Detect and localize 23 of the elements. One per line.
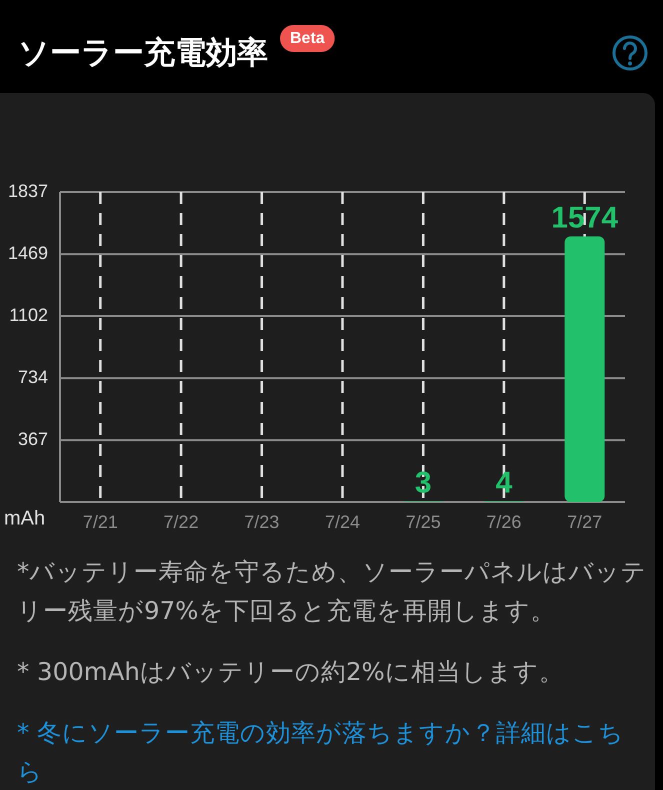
y-tick-label: 1837 bbox=[8, 180, 48, 201]
text: * 冬にソーラー充電の効率が落ちますか？詳細はこちら bbox=[17, 717, 626, 788]
x-tick-label: 7/25 bbox=[406, 512, 441, 532]
y-tick-label: 1102 bbox=[9, 304, 48, 325]
y-axis-title: mAh bbox=[4, 507, 46, 530]
y-tick-label: 734 bbox=[18, 366, 48, 387]
chart-subtitle: Beta bbox=[290, 30, 325, 48]
text: *バッテリー寿命を守るため、ソーラーパネルはバッテリー残量が97%を下回ると充電を再開します。 bbox=[17, 556, 647, 627]
y-tick-label: 367 bbox=[18, 428, 48, 449]
y-tick-label: 1469 bbox=[8, 242, 48, 263]
x-tick-label: 7/27 bbox=[567, 512, 602, 532]
x-tick-label: 7/24 bbox=[324, 512, 360, 532]
x-tick-label: 7/23 bbox=[244, 512, 280, 532]
chart-title: ソーラー充電効率 bbox=[18, 35, 268, 71]
data-label: 4 bbox=[496, 466, 513, 500]
x-tick-label: 7/26 bbox=[486, 512, 522, 532]
bar bbox=[564, 236, 605, 502]
x-tick-label: 7/21 bbox=[82, 512, 118, 532]
data-label: 1574 bbox=[551, 201, 618, 234]
text: * 300mAhはバッテリーの約2%に相当します。 bbox=[17, 656, 565, 688]
x-tick-label: 7/22 bbox=[164, 512, 199, 532]
data-label: 3 bbox=[414, 466, 432, 500]
subtitle-badge: Beta bbox=[280, 25, 335, 52]
